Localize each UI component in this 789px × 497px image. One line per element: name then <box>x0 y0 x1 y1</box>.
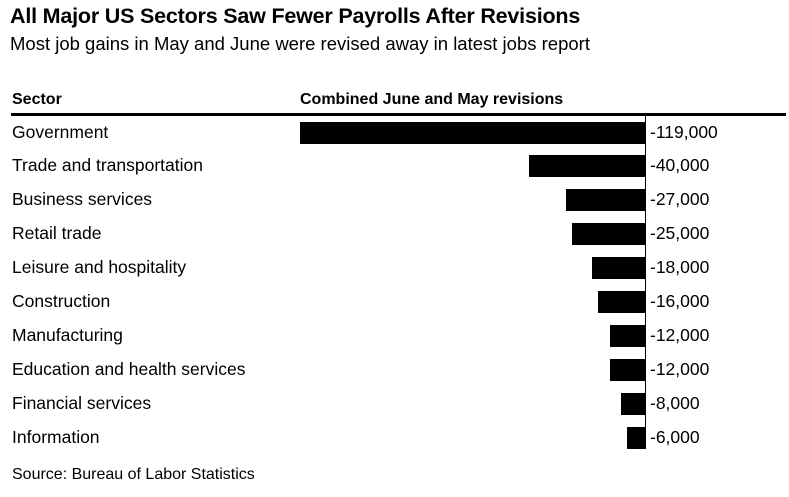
chart-rows: Government -119,000 Trade and transportati… <box>0 116 789 455</box>
value-label: -12,000 <box>650 358 710 379</box>
chart-subtitle: Most job gains in May and June were revi… <box>10 33 590 54</box>
value-label: -40,000 <box>650 155 710 176</box>
value-label: -25,000 <box>650 223 710 244</box>
chart-row: Business services -27,000 <box>0 183 789 217</box>
chart-row: Education and health services -12,000 <box>0 353 789 387</box>
value-label: -27,000 <box>650 189 710 210</box>
value-label: -18,000 <box>650 257 710 278</box>
revision-bar <box>627 426 645 449</box>
sector-label: Government <box>12 121 109 142</box>
value-label: -6,000 <box>650 426 700 447</box>
revision-bar <box>572 223 645 246</box>
sector-label: Construction <box>12 290 111 311</box>
sector-label: Retail trade <box>12 223 102 244</box>
zero-axis-line <box>644 115 646 449</box>
sector-label: Manufacturing <box>12 324 123 345</box>
revision-bar <box>528 155 645 178</box>
sector-label: Trade and transportation <box>12 155 203 176</box>
chart-title: All Major US Sectors Saw Fewer Payrolls … <box>10 4 581 28</box>
chart-row: Government -119,000 <box>0 116 789 150</box>
value-label: -12,000 <box>650 324 710 345</box>
chart-row: Manufacturing -12,000 <box>0 319 789 353</box>
bar-chart: Government -119,000 Trade and transportati… <box>0 115 789 455</box>
revision-bar <box>609 358 645 381</box>
header-divider <box>11 113 786 116</box>
chart-row: Retail trade -25,000 <box>0 217 789 251</box>
sector-label: Financial services <box>12 392 152 413</box>
value-label: -119,000 <box>650 121 718 142</box>
revision-bar <box>598 290 645 313</box>
column-header-revisions: Combined June and May revisions <box>300 91 564 108</box>
chart-row: Trade and transportation -40,000 <box>0 149 789 183</box>
chart-row: Financial services -8,000 <box>0 387 789 421</box>
revision-bar <box>566 189 645 212</box>
sector-label: Business services <box>12 189 153 210</box>
chart-row: Information -6,000 <box>0 421 789 455</box>
chart-row: Leisure and hospitality -18,000 <box>0 251 789 285</box>
revision-bar <box>592 257 645 280</box>
column-header-sector: Sector <box>12 91 62 108</box>
sector-label: Leisure and hospitality <box>12 257 187 278</box>
revision-bar <box>621 392 645 415</box>
revision-bar <box>299 121 645 144</box>
sector-label: Education and health services <box>12 358 246 379</box>
revision-bar <box>609 324 645 347</box>
source-note: Source: Bureau of Labor Statistics <box>12 466 255 483</box>
sector-label: Information <box>12 426 100 447</box>
value-label: -8,000 <box>650 392 700 413</box>
value-label: -16,000 <box>650 290 710 311</box>
chart-row: Construction -16,000 <box>0 285 789 319</box>
